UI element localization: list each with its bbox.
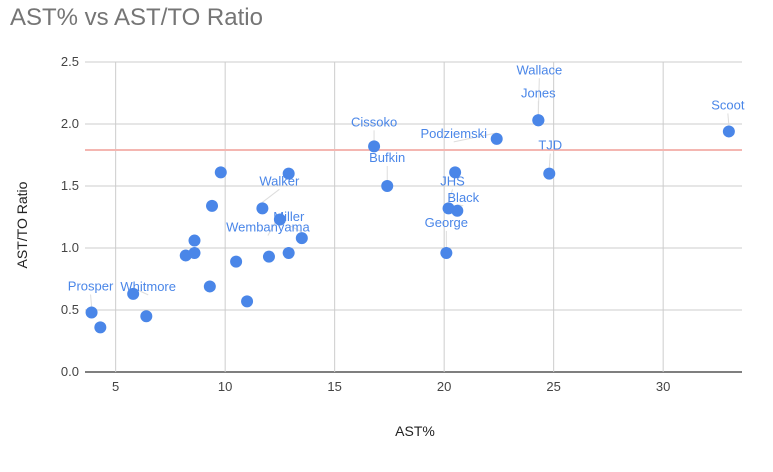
data-point xyxy=(440,246,453,259)
data-point xyxy=(256,202,269,215)
point-label: Cissoko xyxy=(351,114,397,129)
data-point xyxy=(273,213,286,226)
data-point xyxy=(368,140,381,153)
data-point xyxy=(241,295,254,308)
x-tick-label: 30 xyxy=(656,379,670,394)
label-leader xyxy=(727,113,730,126)
data-point xyxy=(282,167,295,180)
point-label: Jones xyxy=(521,85,556,100)
data-point xyxy=(188,246,201,259)
data-point xyxy=(140,310,153,323)
y-tick-label: 2.5 xyxy=(61,54,79,69)
x-tick-label: 15 xyxy=(327,379,341,394)
chart-title: AST% vs AST/TO Ratio xyxy=(10,4,263,31)
point-label: Bufkin xyxy=(369,150,405,165)
data-point xyxy=(230,255,243,268)
data-point xyxy=(282,246,295,259)
y-tick-label: 1.5 xyxy=(61,178,79,193)
grid xyxy=(85,61,742,373)
label-leader xyxy=(262,188,280,203)
data-point xyxy=(214,166,227,179)
x-tick-label: 10 xyxy=(218,379,232,394)
point-label: Miller xyxy=(273,209,305,224)
point-label: George xyxy=(425,215,468,230)
data-points xyxy=(85,114,735,334)
point-label: Walker xyxy=(259,173,300,188)
data-point xyxy=(203,280,216,293)
label-leader xyxy=(548,153,551,168)
point-label: Podziemski xyxy=(420,126,487,141)
label-leaders xyxy=(90,78,730,307)
y-tick-label: 0.5 xyxy=(61,302,79,317)
label-leader xyxy=(537,78,540,115)
point-label: Scoot xyxy=(711,97,745,112)
data-point xyxy=(532,114,545,127)
point-label: Whitmore xyxy=(120,279,176,294)
point-label: Black xyxy=(447,190,479,205)
y-tick-label: 0.0 xyxy=(61,364,79,379)
data-point xyxy=(262,250,275,263)
data-point xyxy=(127,287,140,300)
label-leader xyxy=(448,189,454,203)
label-leader xyxy=(288,224,303,233)
data-point xyxy=(722,125,735,138)
data-point xyxy=(188,234,201,247)
data-point xyxy=(543,167,556,180)
data-point xyxy=(85,306,98,319)
data-point xyxy=(490,132,503,145)
y-tick-label: 2.0 xyxy=(61,116,79,131)
tick-labels: 0.0 0.5 1.0 1.5 2.0 2.5 5 10 15 20 25 30 xyxy=(61,54,670,394)
data-point xyxy=(381,180,394,192)
x-tick-label: 25 xyxy=(546,379,560,394)
point-label: TJD xyxy=(538,138,562,153)
data-point xyxy=(94,321,107,334)
data-point xyxy=(206,199,219,212)
data-point xyxy=(451,204,464,217)
x-axis-title: AST% xyxy=(395,423,435,439)
data-point xyxy=(295,232,308,245)
data-point xyxy=(449,166,462,179)
x-tick-label: 20 xyxy=(437,379,451,394)
point-label: Prosper xyxy=(68,278,114,293)
point-label: Wallace xyxy=(516,62,562,77)
label-leader xyxy=(453,132,497,143)
label-leader xyxy=(90,294,93,307)
point-label: JHS xyxy=(440,173,465,188)
x-tick-label: 5 xyxy=(112,379,119,394)
point-label: Wembanyama xyxy=(226,219,310,234)
y-axis-title: AST/TO Ratio xyxy=(14,181,30,268)
y-tick-label: 1.0 xyxy=(61,240,79,255)
